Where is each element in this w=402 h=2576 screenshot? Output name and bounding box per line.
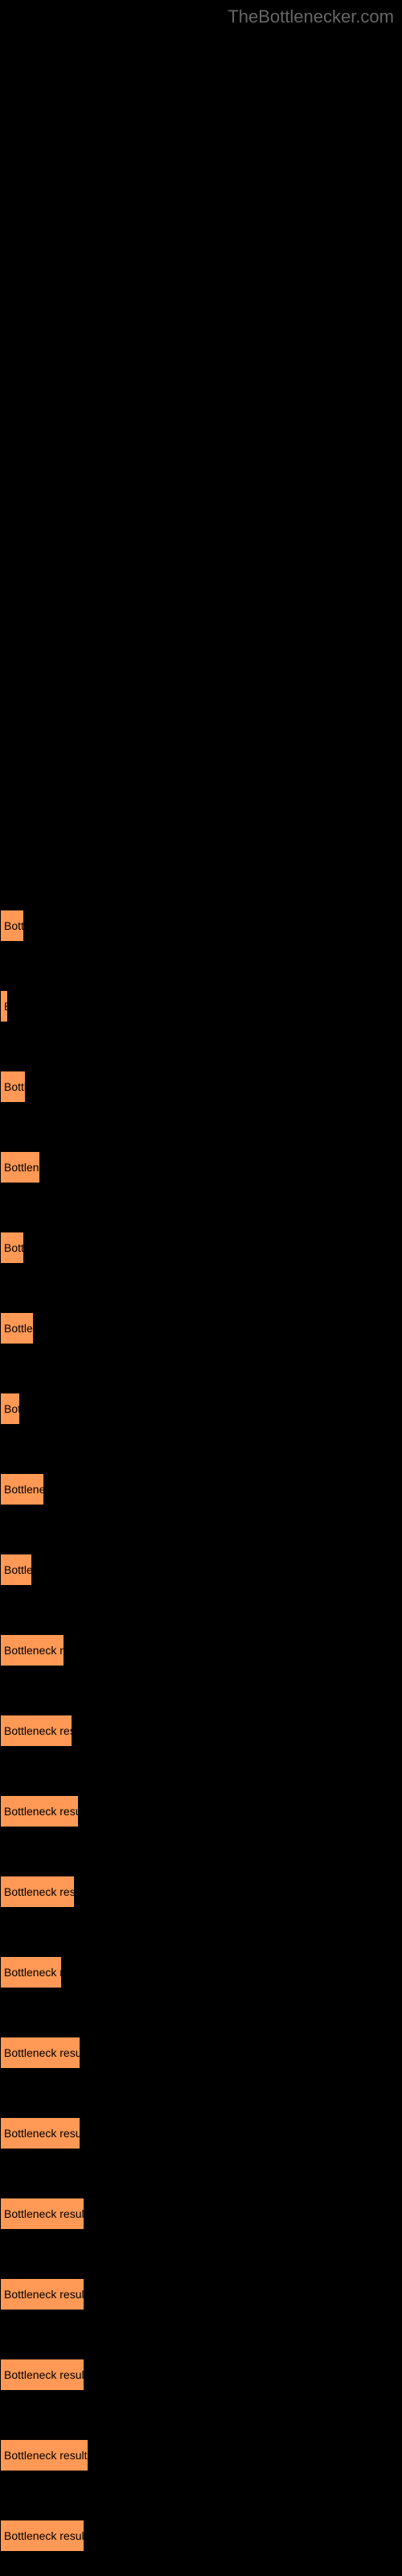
bar-label: Bottlene bbox=[4, 1322, 34, 1335]
bar-row: Bottl bbox=[0, 886, 402, 966]
bar: Bottleneck result bbox=[0, 2439, 88, 2471]
bar-row: Bottleneck result bbox=[0, 2174, 402, 2254]
bar: Bottleneck res bbox=[0, 1634, 64, 1666]
bar-row: Bottler bbox=[0, 1046, 402, 1127]
bar-label: Bottleneck result bbox=[4, 1805, 79, 1818]
bar-label: Bottleneck result bbox=[4, 2368, 84, 2381]
bar-label: Bottl bbox=[4, 919, 24, 932]
bar-row: Bottleneck re bbox=[0, 1932, 402, 2013]
bar: Bottleneck result bbox=[0, 2198, 84, 2230]
bar-chart: Bottl B Bottler Bottlenec Bottler Bottlene Bot… bbox=[0, 886, 402, 2576]
bar: Bottler bbox=[0, 1232, 24, 1264]
bar: B bbox=[0, 990, 8, 1022]
bar-row: Bottler bbox=[0, 1208, 402, 1288]
bar-row: B bbox=[0, 966, 402, 1046]
bar-label: Bottler bbox=[4, 1080, 26, 1093]
bar-label: Bott bbox=[4, 1402, 20, 1415]
bar-row: Bottleneck result bbox=[0, 2415, 402, 2496]
bar: Bottleneck bbox=[0, 1473, 44, 1505]
bar-row: Bottleneck result bbox=[0, 2093, 402, 2174]
bar-row: Bottleneck res bbox=[0, 1610, 402, 1690]
bar-label: Bottleneck res bbox=[4, 1644, 64, 1657]
bar: Bottleneck result bbox=[0, 2117, 80, 2149]
bar-label: Bottleneck result bbox=[4, 2449, 88, 2462]
bar-label: Bottler bbox=[4, 1241, 24, 1254]
bar: Bottleneck result bbox=[0, 2278, 84, 2310]
watermark-text: TheBottlenecker.com bbox=[228, 6, 394, 27]
bar: Bottleneck resu bbox=[0, 1715, 72, 1747]
bar-row: Bott bbox=[0, 1368, 402, 1449]
bar-label: Bottleneck result bbox=[4, 2529, 84, 2542]
bar: Bott bbox=[0, 1393, 20, 1425]
bar: Bottleneck result bbox=[0, 2359, 84, 2391]
bar-row: Bottleneck bbox=[0, 1449, 402, 1530]
bar-label: B bbox=[4, 1000, 8, 1013]
bar-label: Bottleneck resul bbox=[4, 1885, 75, 1898]
bar: Bottleneck result bbox=[0, 2520, 84, 2552]
bar-label: Bottleneck bbox=[4, 1483, 44, 1496]
bar-label: Bottleneck result bbox=[4, 2046, 80, 2059]
bar: Bottl bbox=[0, 910, 24, 942]
bar: Bottlenec bbox=[0, 1151, 40, 1183]
bar-label: Bottleneck result bbox=[4, 2127, 80, 2140]
bar-label: Bottlen bbox=[4, 1563, 32, 1576]
bar-row: Bottlen bbox=[0, 1530, 402, 1610]
bar: Bottlen bbox=[0, 1554, 32, 1586]
bar: Bottleneck resul bbox=[0, 1876, 75, 1908]
bar-row: Bottleneck result bbox=[0, 1771, 402, 1852]
bar-row: Bottleneck result bbox=[0, 2496, 402, 2576]
bar-row: Bottlene bbox=[0, 1288, 402, 1368]
bar-label: Bottleneck result bbox=[4, 2288, 84, 2301]
bar-label: Bottlenec bbox=[4, 1161, 40, 1174]
bar-label: Bottleneck result bbox=[4, 2207, 84, 2220]
bar: Bottler bbox=[0, 1071, 26, 1103]
bar: Bottleneck result bbox=[0, 2037, 80, 2069]
bar: Bottlene bbox=[0, 1312, 34, 1344]
bar-row: Bottleneck result bbox=[0, 2013, 402, 2093]
bar-label: Bottleneck resu bbox=[4, 1724, 72, 1737]
bar-row: Bottleneck result bbox=[0, 2334, 402, 2415]
bar-label: Bottleneck re bbox=[4, 1966, 62, 1979]
bar-row: Bottleneck resu bbox=[0, 1690, 402, 1771]
bar-row: Bottleneck resul bbox=[0, 1852, 402, 1932]
bar-row: Bottlenec bbox=[0, 1127, 402, 1208]
bar-row: Bottleneck result bbox=[0, 2254, 402, 2334]
bar: Bottleneck result bbox=[0, 1795, 79, 1827]
bar: Bottleneck re bbox=[0, 1956, 62, 1988]
